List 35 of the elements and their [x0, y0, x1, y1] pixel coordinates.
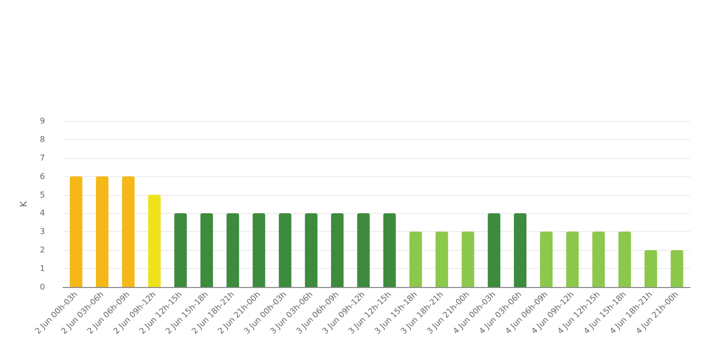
- y-tick-label: 9: [40, 116, 45, 126]
- bar: [174, 213, 187, 287]
- bar: [409, 232, 422, 287]
- y-tick-label: 5: [40, 190, 45, 200]
- y-tick-label: 3: [40, 227, 45, 236]
- bar: [644, 250, 658, 287]
- bar: [592, 232, 605, 287]
- y-tick-label: 1: [40, 264, 45, 274]
- y-tick-label: 7: [40, 153, 45, 162]
- y-tick-label: 2: [40, 246, 45, 255]
- bar: [200, 213, 213, 287]
- y-tick-label: 4: [40, 208, 45, 218]
- bar: [488, 213, 500, 287]
- bar: [226, 213, 240, 287]
- bar: [618, 232, 631, 287]
- bar: [383, 213, 396, 287]
- bar: [566, 232, 579, 287]
- y-axis-title: K: [20, 200, 30, 207]
- bar: [70, 176, 82, 287]
- bar: [540, 232, 553, 287]
- y-tick-label: 8: [40, 134, 45, 144]
- bar: [514, 213, 526, 287]
- bar: [357, 213, 370, 287]
- bar: [436, 232, 448, 287]
- bar: [252, 213, 266, 287]
- bar: [304, 213, 318, 287]
- bar: [462, 232, 474, 287]
- bar: [278, 213, 292, 287]
- bar: [331, 213, 344, 287]
- bar: [148, 194, 161, 287]
- y-tick-label: 6: [40, 172, 45, 181]
- bar: [96, 176, 108, 287]
- bar: [670, 250, 684, 287]
- bar: [122, 176, 135, 287]
- y-tick-label: 0: [40, 282, 45, 292]
